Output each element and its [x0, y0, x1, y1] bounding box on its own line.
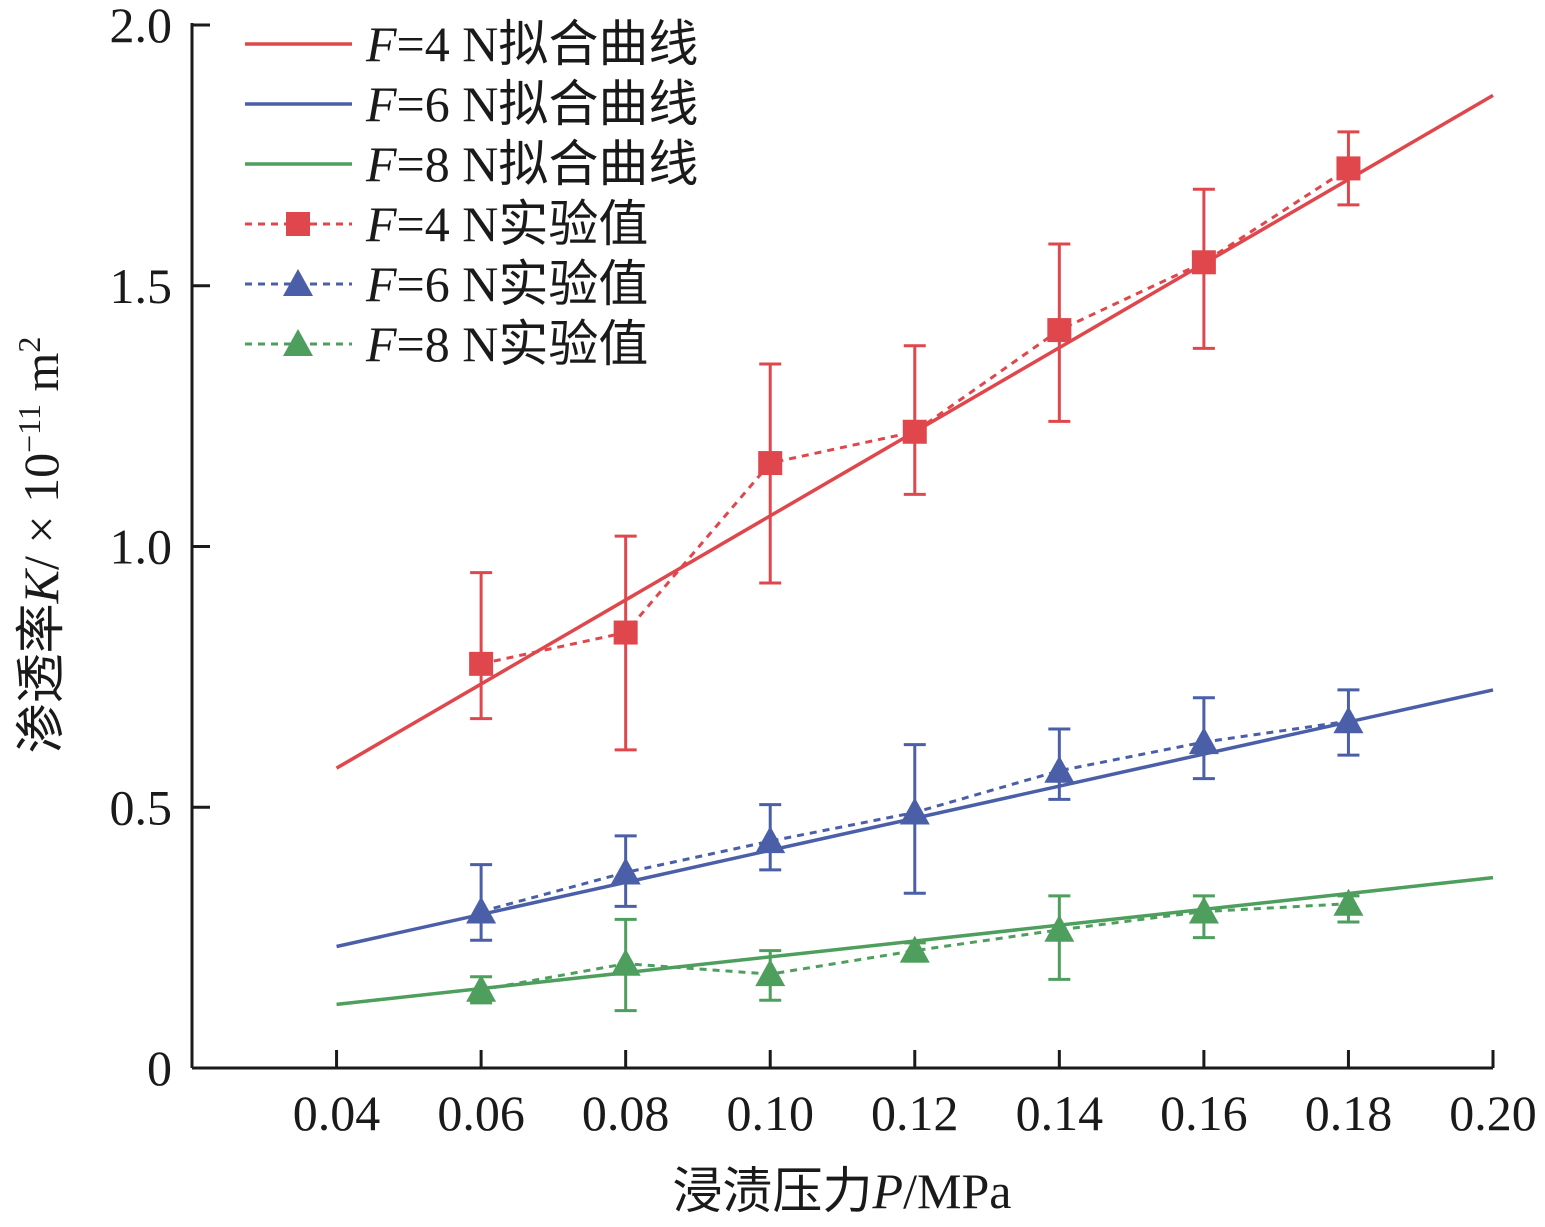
legend-item: F=4 N实验值 [245, 196, 648, 252]
legend-item: F=8 N实验值 [245, 316, 648, 372]
x-tick-label: 0.08 [582, 1085, 670, 1141]
data-point [1044, 914, 1075, 942]
data-point [755, 959, 786, 987]
x-tick-label: 0.20 [1449, 1085, 1537, 1141]
legend-marker [283, 269, 313, 296]
x-tick-label: 0.16 [1160, 1085, 1248, 1141]
axes: 0 0.5 1.0 1.5 2.0 0.04 0.06 0.08 0.10 0.12 0.14 0.1… [110, 0, 1537, 1141]
experimental-series [466, 130, 1364, 1013]
data-point [899, 935, 930, 963]
y-axis-title-unit: m [13, 353, 69, 405]
x-axis-title: 浸渍压力P/MPa [673, 1163, 1012, 1219]
y-axis-title-var: K [13, 567, 69, 604]
data-point [755, 826, 786, 854]
data-point [469, 651, 494, 676]
x-tick-label: 0.04 [293, 1085, 381, 1141]
legend-label: F=8 N拟合曲线 [365, 136, 698, 192]
data-point [466, 896, 497, 924]
data-point [1333, 706, 1364, 734]
data-point [1188, 727, 1219, 755]
y-axis-title-sep: / × 10 [13, 453, 69, 570]
y-axis-title-cn: 渗透率 [13, 603, 69, 753]
data-point [899, 797, 930, 825]
legend-item: F=6 N实验值 [245, 256, 648, 312]
legend-label: F=4 N实验值 [365, 196, 648, 252]
legend-label: F=8 N实验值 [365, 316, 648, 372]
y-axis-title-exp: −11 [11, 404, 47, 453]
data-point [1188, 896, 1219, 924]
legend-label: F=6 N拟合曲线 [365, 76, 698, 132]
data-point [1336, 156, 1361, 181]
data-point [610, 948, 641, 976]
x-tick-label: 0.18 [1305, 1085, 1393, 1141]
legend-marker [283, 329, 313, 356]
legend-item: F=4 N拟合曲线 [245, 16, 698, 72]
data-point [466, 974, 497, 1002]
y-tick-label: 1.0 [110, 519, 173, 575]
legend-label: F=6 N实验值 [365, 256, 648, 312]
y-tick-label: 0.5 [110, 779, 173, 835]
x-tick-label: 0.10 [726, 1085, 814, 1141]
x-axis-title-cn: 浸渍压力 [673, 1163, 873, 1219]
x-tick-label: 0.06 [437, 1085, 525, 1141]
x-tick-label: 0.14 [1016, 1085, 1104, 1141]
x-axis-title-unit: /MPa [903, 1163, 1011, 1219]
data-point [758, 451, 783, 476]
data-point [610, 857, 641, 885]
data-point [613, 620, 638, 645]
y-tick-label: 0 [147, 1040, 172, 1096]
legend-marker [286, 212, 310, 236]
data-point [1333, 888, 1364, 916]
legend-item: F=8 N拟合曲线 [245, 136, 698, 192]
series-group [466, 888, 1364, 1013]
data-point [902, 419, 927, 444]
legend-label: F=4 N拟合曲线 [365, 16, 698, 72]
x-axis-title-var: P [872, 1163, 904, 1219]
data-point [1044, 755, 1075, 783]
series-group [469, 130, 1361, 752]
series-group [466, 688, 1364, 942]
legend-item: F=6 N拟合曲线 [245, 76, 698, 132]
data-point [1047, 318, 1072, 343]
y-axis-title-unit-exp: 2 [11, 337, 47, 353]
y-tick-label: 1.5 [110, 258, 173, 314]
data-point [1191, 250, 1216, 275]
y-axis-title: 渗透率K/ × 10−11 m2 [11, 337, 69, 754]
x-tick-label: 0.12 [871, 1085, 959, 1141]
y-tick-label: 2.0 [110, 0, 173, 53]
